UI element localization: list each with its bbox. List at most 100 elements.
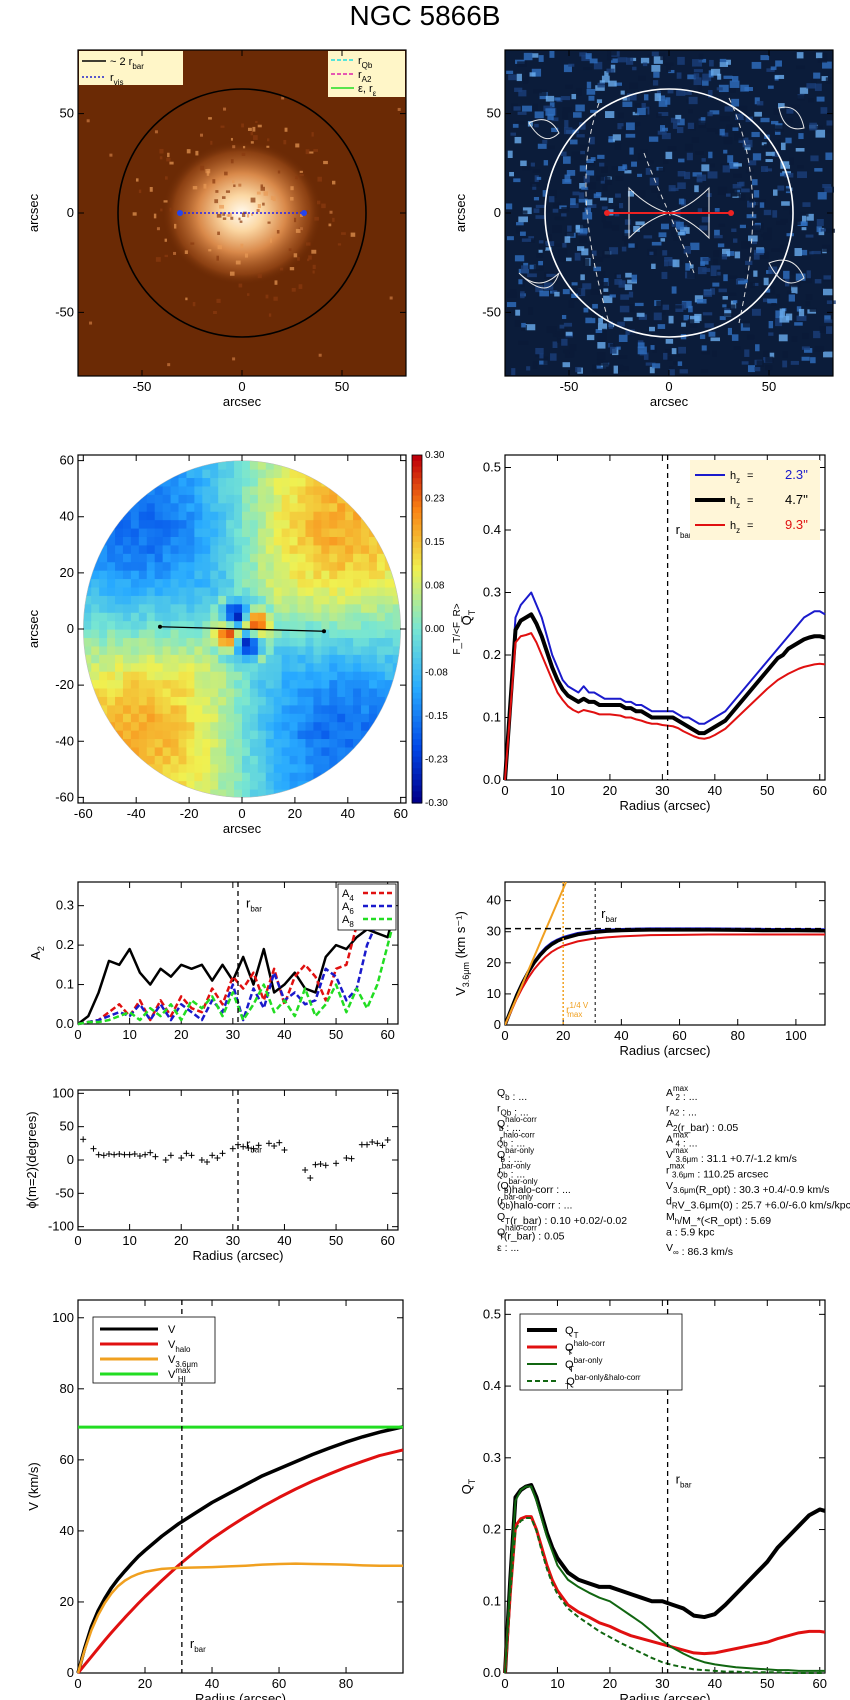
image-speckle [709, 163, 715, 168]
image-speckle [525, 324, 536, 331]
image-speckle [532, 169, 541, 173]
image-speckle [564, 236, 571, 243]
image-speckle [689, 264, 694, 269]
image-speckle [580, 150, 586, 155]
image-speckle [250, 141, 254, 144]
heatmap-cell [210, 511, 219, 521]
heatmap-cell [376, 687, 386, 697]
image-speckle [312, 270, 315, 274]
heatmap-cell [313, 721, 322, 731]
image-speckle [701, 216, 711, 223]
heatmap-cell [337, 654, 346, 664]
heatmap-cell [122, 570, 132, 580]
heatmap-cell [273, 502, 283, 512]
image-speckle [778, 334, 788, 342]
parameter-entry: (rbar-only Qb)halo-corr : ... [497, 1193, 572, 1212]
heatmap-cell [265, 755, 275, 765]
image-speckle [559, 324, 565, 329]
heatmap-cell [376, 713, 386, 723]
heatmap-cell [273, 772, 283, 782]
heatmap-cell [305, 603, 315, 613]
image-speckle [708, 331, 716, 337]
image-speckle [710, 68, 721, 76]
heatmap-cell [392, 696, 401, 706]
image-speckle [683, 314, 689, 321]
heatmap-cell [249, 746, 259, 756]
image-speckle [796, 306, 802, 312]
heatmap-cell [289, 570, 299, 580]
image-speckle [532, 103, 538, 111]
image-speckle [799, 87, 809, 94]
heatmap-cell [368, 679, 378, 689]
heatmap-cell [99, 780, 108, 790]
image-speckle [714, 208, 720, 212]
heatmap-cell [154, 553, 164, 563]
image-speckle [284, 127, 288, 132]
heatmap-cell [321, 746, 330, 756]
legend-label: A4 [342, 888, 354, 903]
image-speckle [307, 258, 310, 262]
heatmap-cell [107, 561, 116, 571]
image-speckle [718, 288, 727, 293]
heatmap-cell [265, 536, 275, 546]
legend-value: 4.7'' [785, 492, 808, 507]
parameter-entry: Qbar-only b : ... [497, 1146, 534, 1165]
image-speckle [205, 168, 211, 174]
image-speckle [652, 80, 659, 86]
image-speckle [266, 138, 270, 142]
heatmap-cell [281, 629, 291, 639]
heatmap-cell [115, 780, 124, 790]
heatmap-cell [130, 738, 140, 748]
heatmap-cell [162, 662, 172, 672]
heatmap-cell [154, 687, 164, 697]
image-speckle [702, 312, 713, 316]
heatmap-cell [321, 713, 330, 723]
heatmap-cell [249, 553, 259, 563]
image-speckle [159, 148, 164, 154]
heatmap-cell [130, 603, 140, 613]
image-speckle [639, 149, 648, 156]
image-speckle [704, 323, 714, 328]
heatmap-cell [297, 730, 307, 740]
heatmap-cell [249, 687, 259, 697]
colorbar-tick-label: 0.30 [425, 450, 445, 461]
heatmap-cell [305, 578, 315, 588]
image-speckle [312, 264, 316, 270]
heatmap-cell [115, 662, 124, 672]
heatmap-cell [91, 603, 100, 613]
image-speckle [781, 201, 790, 206]
heatmap-cell [138, 469, 148, 479]
heatmap-cell [170, 477, 180, 487]
heatmap-cell [353, 494, 362, 504]
heatmap-cell [91, 570, 100, 580]
heatmap-cell [186, 536, 195, 546]
heatmap-cell [273, 544, 283, 554]
heatmap-cell [162, 519, 172, 529]
heatmap-cell [210, 637, 219, 647]
heatmap-cell [337, 536, 346, 546]
image-speckle [311, 132, 314, 137]
image-speckle [277, 170, 281, 174]
heatmap-cell [202, 637, 211, 647]
heatmap-cell [376, 595, 386, 605]
heatmap-cell [107, 485, 116, 495]
heatmap-cell [361, 527, 370, 537]
image-speckle [545, 247, 552, 251]
heatmap-cell [218, 730, 227, 740]
heatmap-cell [345, 679, 354, 689]
legend-label: rA2 [358, 69, 372, 84]
series-line [504, 1517, 825, 1674]
heatmap-cell [107, 730, 116, 740]
image-speckle [820, 107, 828, 114]
heatmap-cell [202, 713, 211, 723]
heatmap-cell [289, 620, 299, 630]
heatmap-cell [154, 654, 164, 664]
heatmap-cell [281, 654, 291, 664]
heatmap-cell [313, 671, 322, 681]
heatmap-cell [138, 763, 148, 773]
heatmap-cell [305, 713, 315, 723]
heatmap-cell [186, 570, 195, 580]
image-speckle [652, 363, 661, 369]
legend-eq: = [747, 495, 753, 507]
image-speckle [571, 293, 578, 299]
